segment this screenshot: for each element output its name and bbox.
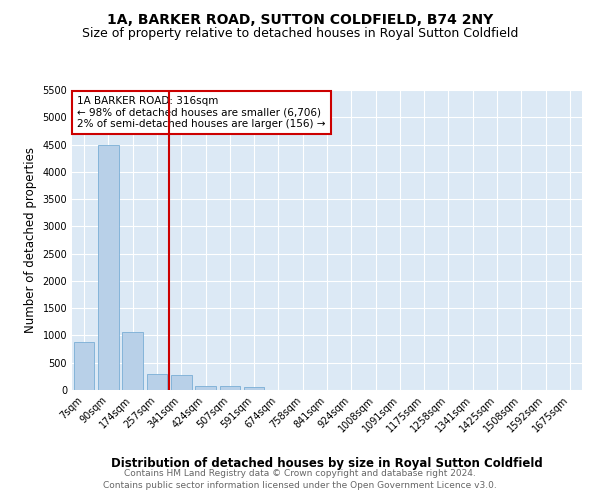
Bar [98, 144, 119, 390]
Text: Distribution of detached houses by size in Royal Sutton Coldfield: Distribution of detached houses by size … [111, 458, 543, 470]
Y-axis label: Number of detached properties: Number of detached properties [24, 147, 37, 333]
Bar [244, 388, 265, 390]
Bar [122, 332, 143, 390]
Text: 1A, BARKER ROAD, SUTTON COLDFIELD, B74 2NY: 1A, BARKER ROAD, SUTTON COLDFIELD, B74 2… [107, 12, 493, 26]
Text: Contains HM Land Registry data © Crown copyright and database right 2024.
Contai: Contains HM Land Registry data © Crown c… [103, 468, 497, 490]
Bar [146, 374, 167, 390]
Text: 1A BARKER ROAD: 316sqm
← 98% of detached houses are smaller (6,706)
2% of semi-d: 1A BARKER ROAD: 316sqm ← 98% of detached… [77, 96, 326, 129]
Bar [195, 386, 216, 390]
Bar [74, 342, 94, 390]
Text: Size of property relative to detached houses in Royal Sutton Coldfield: Size of property relative to detached ho… [82, 28, 518, 40]
Bar [171, 376, 191, 390]
Bar [220, 386, 240, 390]
